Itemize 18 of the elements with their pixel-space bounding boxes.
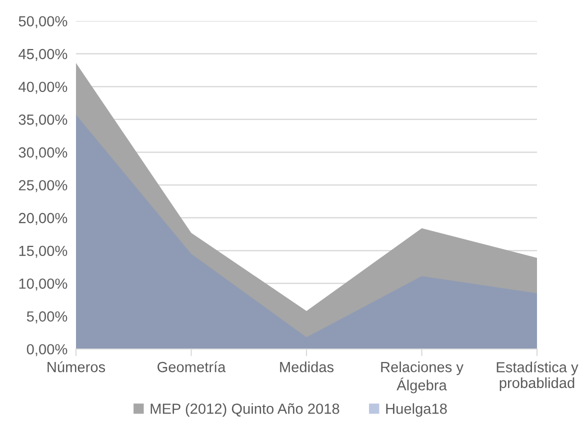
y-tick-label: 25,00% <box>18 180 68 192</box>
y-tick-label: 50,00% <box>18 16 68 28</box>
x-tick-label: Geometría <box>158 361 226 372</box>
x-tick-label: Relaciones y Álgebra <box>381 362 464 394</box>
y-tick-label: 30,00% <box>18 147 68 160</box>
y-tick-label: 35,00% <box>18 114 68 127</box>
y-tick-label: 15,00% <box>19 246 68 258</box>
x-tick-label: Números <box>48 361 106 372</box>
y-tick-label: 45,00% <box>18 48 68 61</box>
legend-label: Huelga18 <box>386 403 447 417</box>
y-tick-label: 20,00% <box>18 212 68 225</box>
x-tick-label: Estadística y probablidad <box>496 362 578 391</box>
x-tick-label: Medidas <box>280 362 334 372</box>
y-tick-label: 0,00% <box>26 344 68 356</box>
y-tick-label: 5,00% <box>26 311 68 324</box>
y-tick-label: 10,00% <box>19 278 68 291</box>
y-tick-label: 40,00% <box>18 82 68 94</box>
legend-label: MEP (2012) Quinto Año 2018 <box>150 403 340 417</box>
